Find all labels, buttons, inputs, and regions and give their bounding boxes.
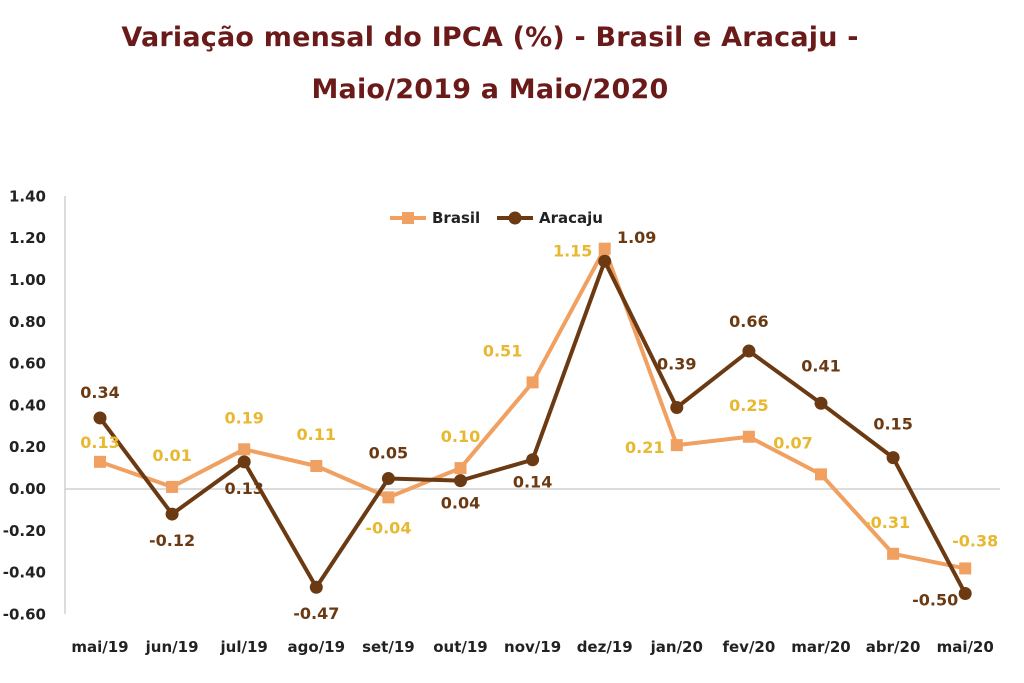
legend-marker	[402, 212, 414, 224]
point-marker	[454, 462, 467, 475]
y-tick-label: 1.20	[9, 229, 46, 247]
y-tick-label: 0.80	[9, 313, 46, 331]
x-tick-label: jan/20	[650, 638, 703, 656]
legend: Brasil Aracaju	[390, 209, 603, 227]
point-marker	[815, 468, 827, 481]
data-label: 1.09	[617, 228, 656, 247]
point-marker	[670, 400, 684, 414]
x-tick-label: abr/20	[866, 638, 921, 656]
x-tick-label: set/19	[362, 638, 415, 656]
point-marker	[886, 451, 900, 465]
series-line-aracaju	[98, 259, 967, 595]
x-tick-label: dez/19	[577, 638, 633, 656]
x-tick-label: nov/19	[504, 638, 561, 656]
data-label: 0.04	[441, 494, 480, 513]
data-label: 0.10	[441, 427, 480, 446]
point-marker	[382, 491, 395, 504]
y-tick-label: -0.20	[3, 522, 46, 540]
data-label: 0.01	[152, 446, 191, 465]
y-tick-label: 0.20	[9, 438, 46, 456]
y-tick-label: -0.40	[3, 564, 46, 582]
point-marker	[94, 455, 106, 468]
data-label: -0.12	[149, 531, 195, 550]
point-marker	[742, 430, 755, 443]
x-tick-label: mar/20	[791, 638, 851, 656]
point-marker	[381, 472, 395, 486]
point-marker	[93, 411, 107, 425]
data-label: 0.07	[773, 433, 812, 452]
point-marker	[958, 587, 972, 600]
data-label: 0.13	[224, 479, 263, 498]
data-label: -0.31	[864, 513, 910, 532]
point-marker	[309, 580, 323, 594]
data-label: 0.11	[297, 425, 336, 444]
point-marker	[238, 443, 251, 456]
x-tick-label: jul/19	[220, 638, 268, 656]
y-tick-label: 1.00	[9, 271, 46, 289]
point-marker	[670, 439, 683, 452]
series-lines	[93, 242, 972, 600]
x-tick-label: ago/19	[288, 638, 346, 656]
point-marker	[237, 455, 251, 469]
data-label: 1.15	[553, 242, 592, 261]
data-label: 0.05	[369, 444, 408, 463]
x-tick-label: jun/19	[145, 638, 199, 656]
data-labels: 0.13 0.01 0.19 0.11 -0.04 0.10 0.51 1.15 0.21 0.2…	[80, 228, 998, 623]
point-marker	[598, 254, 612, 268]
y-tick-label: -0.60	[3, 605, 46, 623]
x-tick-label: mai/20	[937, 638, 994, 656]
data-label: 0.34	[80, 383, 119, 402]
point-marker	[887, 547, 900, 560]
data-label: 0.13	[80, 433, 119, 452]
data-label: -0.50	[912, 591, 958, 610]
point-marker	[959, 562, 972, 575]
y-tick-label: 0.40	[9, 396, 46, 414]
point-marker	[310, 460, 323, 473]
data-label: 0.41	[801, 356, 840, 375]
point-marker	[814, 396, 828, 410]
data-label: 0.15	[873, 415, 912, 434]
data-label: 0.51	[483, 341, 522, 360]
data-label: 0.21	[625, 438, 664, 457]
point-marker	[454, 474, 467, 488]
data-label: -0.04	[365, 518, 411, 537]
y-tick-label: 0.60	[9, 355, 46, 373]
point-marker	[742, 344, 756, 358]
data-label: -0.38	[952, 531, 998, 550]
x-tick-label: fev/20	[722, 638, 775, 656]
chart-title-line2: Maio/2019 a Maio/2020	[311, 74, 669, 105]
legend-marker	[508, 211, 522, 225]
data-label: 0.66	[729, 312, 768, 331]
x-tick-label: out/19	[433, 638, 488, 656]
data-label: 0.14	[513, 473, 552, 492]
legend-label: Brasil	[432, 209, 480, 227]
x-tick-label: mai/19	[71, 638, 128, 656]
axes: 1.40 1.20 1.00 0.80 0.60 0.40 0.20 0.00 -0.20 -0.…	[3, 187, 1000, 656]
data-label: -0.47	[293, 604, 339, 623]
legend-label: Aracaju	[539, 209, 603, 227]
y-tick-label: 0.00	[9, 480, 46, 498]
point-marker	[526, 453, 540, 467]
data-label: 0.39	[657, 354, 696, 373]
point-marker	[166, 480, 179, 493]
data-label: 0.25	[729, 396, 768, 415]
point-marker	[598, 242, 611, 255]
point-marker	[165, 507, 179, 521]
y-tick-label: 1.40	[9, 187, 46, 205]
data-label: 0.19	[224, 408, 263, 427]
chart-title-line1: Variação mensal do IPCA (%) - Brasil e A…	[121, 22, 859, 53]
point-marker	[526, 376, 539, 389]
